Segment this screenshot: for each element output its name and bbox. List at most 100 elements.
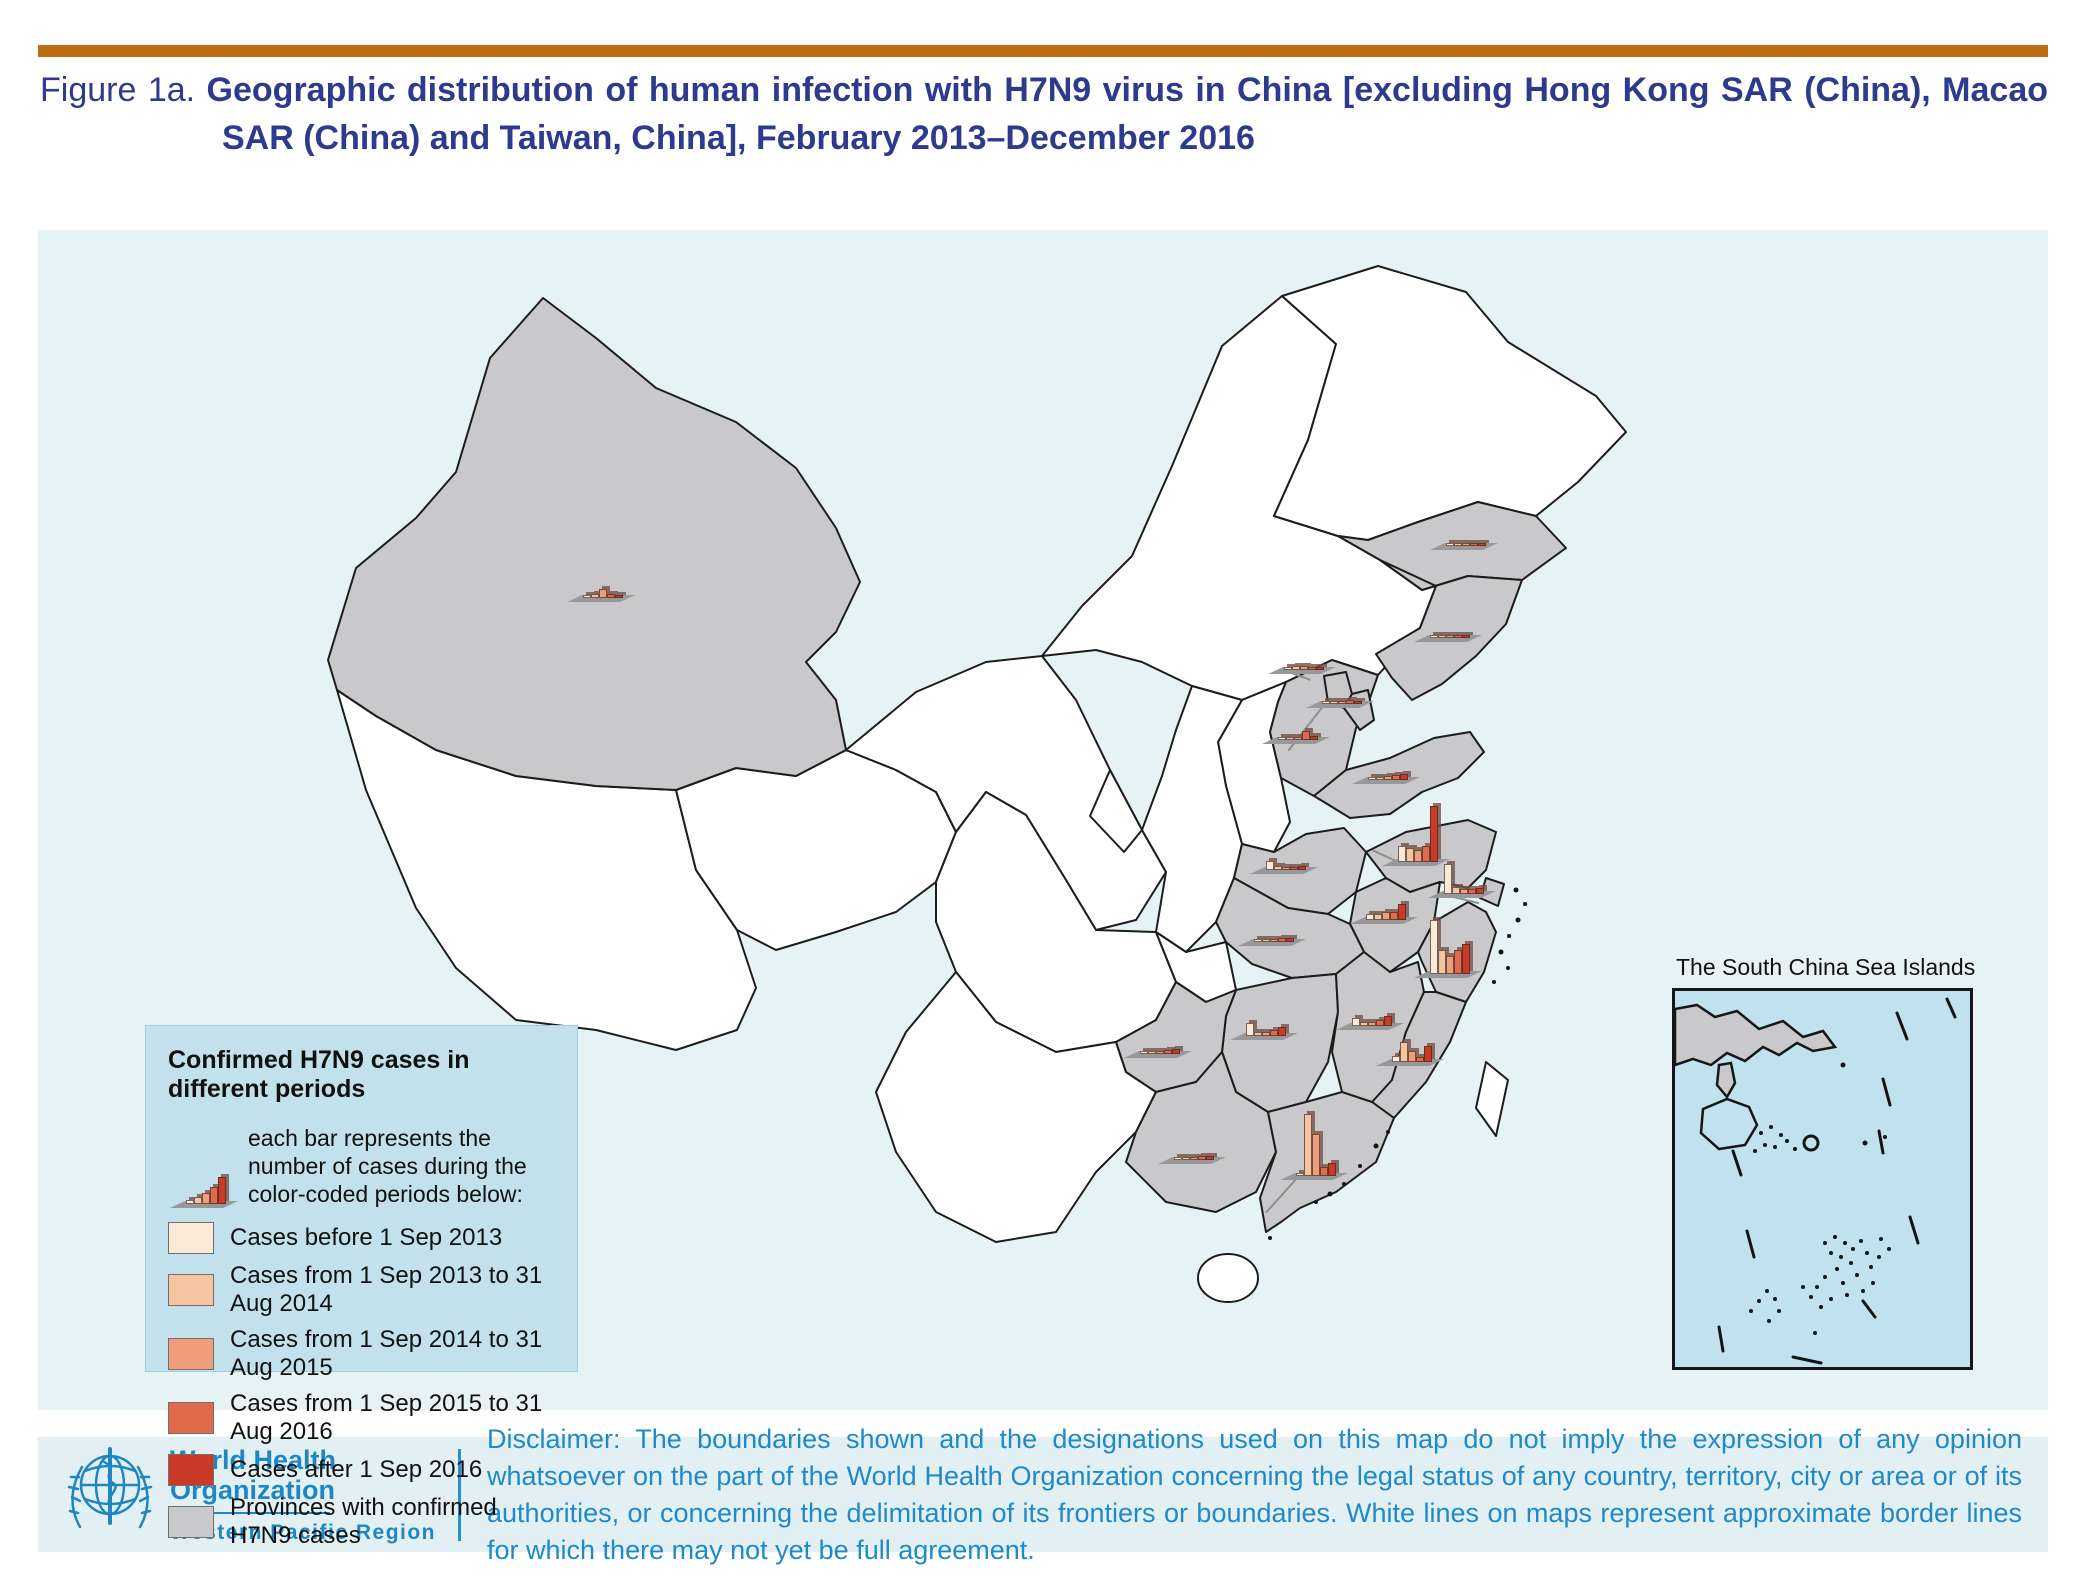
- period-bar-2: [1274, 866, 1282, 870]
- who-org-rule: [170, 1512, 330, 1514]
- bar-chart-base-plate: [1336, 1023, 1404, 1030]
- legend-swatch-6: [168, 1506, 214, 1538]
- period-bar-3: [1270, 939, 1278, 942]
- inset-map: [1673, 997, 1957, 1365]
- period-bar-2: [1374, 914, 1382, 920]
- period-bar-2: [1262, 939, 1270, 942]
- period-bar-3: [1312, 1134, 1320, 1176]
- period-bar-1: [1174, 1157, 1182, 1160]
- province-hubei: [1215, 877, 1365, 979]
- period-bar-5: [1462, 635, 1470, 638]
- legend-note-text: each bar represents the number of cases …: [248, 1125, 527, 1207]
- province-yunnan: [875, 971, 1157, 1243]
- legend-swatch-1: [168, 1222, 214, 1254]
- period-bar-2: [1400, 1042, 1408, 1062]
- period-bar-5: [1478, 543, 1486, 546]
- period-bar-3: [1446, 956, 1454, 974]
- period-bar-2: [1406, 848, 1414, 862]
- period-bar-4: [1164, 1050, 1172, 1054]
- province-xinjiang: [327, 297, 861, 791]
- period-bar-4: [1302, 731, 1310, 740]
- period-bar-4: [1346, 700, 1354, 704]
- period-bar-4: [1320, 1167, 1328, 1176]
- period-bar-3: [1408, 1051, 1416, 1062]
- period-bar-3: [1462, 543, 1470, 546]
- period-bar-3: [1460, 889, 1468, 894]
- period-bar-3: [599, 589, 607, 598]
- period-bar-2: [1254, 1032, 1262, 1036]
- province-guangdong: [1259, 1091, 1395, 1233]
- period-bar-3: [1446, 635, 1454, 638]
- inset-hainan: [1699, 1097, 1759, 1151]
- bar-chart-base-plate: [1158, 1157, 1226, 1164]
- footer-divider: [458, 1448, 462, 1541]
- bar-chart-base-plate: [1230, 1033, 1298, 1040]
- period-bar-1: [1266, 861, 1274, 870]
- period-bar-1: [1392, 1056, 1400, 1062]
- period-bar-1: [186, 1200, 194, 1204]
- legend-row-1: Cases before 1 Sep 2013: [168, 1222, 555, 1254]
- legend-row-5: Cases after 1 Sep 2016: [168, 1454, 555, 1486]
- period-bar-5: [1172, 1049, 1180, 1054]
- legend-swatch-3: [168, 1338, 214, 1370]
- period-bar-5: [1316, 667, 1324, 670]
- period-bar-1: [1254, 939, 1262, 942]
- bar-chart-base-plate: [1414, 971, 1482, 978]
- period-bar-3: [1190, 1157, 1198, 1160]
- south-china-sea-inset: [1672, 988, 1973, 1370]
- period-bar-2: [1454, 543, 1462, 546]
- title-rule: [38, 45, 2048, 57]
- period-bar-4: [1470, 543, 1478, 546]
- legend-swatch-2: [168, 1274, 214, 1306]
- period-bar-3: [1368, 1022, 1376, 1026]
- period-bar-4: [607, 594, 615, 598]
- period-bar-5: [1398, 904, 1406, 920]
- bar-chart-base-plate: [1280, 1173, 1348, 1180]
- figure-title-text: Geographic distribution of human infecti…: [206, 71, 2049, 157]
- bar-chart-base-plate: [1124, 1051, 1192, 1058]
- period-bar-4: [1376, 1020, 1384, 1026]
- period-bar-2: [1376, 777, 1384, 780]
- period-bar-3: [1300, 666, 1308, 670]
- bar-chart-base-plate: [567, 595, 635, 602]
- legend-label-2: Cases from 1 Sep 2013 to 31 Aug 2014: [230, 1262, 543, 1317]
- period-bar-4: [1198, 1156, 1206, 1160]
- bar-chart-base-plate: [170, 1201, 238, 1208]
- period-bar-4: [1392, 775, 1400, 780]
- legend-label-5: Cases after 1 Sep 2016: [230, 1456, 483, 1483]
- period-bar-5: [1298, 866, 1306, 870]
- legend-label-1: Cases before 1 Sep 2013: [230, 1224, 503, 1251]
- bar-chart-base-plate: [1414, 635, 1482, 642]
- period-bar-3: [1294, 737, 1302, 740]
- period-bar-4: [1454, 950, 1462, 974]
- province-shaanxi: [1141, 685, 1243, 953]
- province-liaoning: [1375, 559, 1523, 701]
- figure-label: Figure 1a.: [40, 71, 196, 109]
- period-bar-5: [1286, 938, 1294, 942]
- inset-title: The South China Sea Islands: [1676, 954, 1976, 980]
- figure-title: Figure 1a. Geographic distribution of hu…: [40, 66, 2048, 162]
- period-bar-2: [1438, 635, 1446, 638]
- province-gansu: [845, 655, 1167, 931]
- period-bar-1: [1296, 1173, 1304, 1176]
- period-bar-1: [1430, 635, 1438, 638]
- province-taiwan: [1475, 1061, 1509, 1137]
- legend: Confirmed H7N9 cases in different period…: [145, 1025, 578, 1549]
- legend-row-3: Cases from 1 Sep 2014 to 31 Aug 2015: [168, 1326, 555, 1382]
- bar-chart-base-plate: [1268, 667, 1336, 674]
- period-bar-5: [218, 1177, 226, 1204]
- period-bar-1: [1140, 1051, 1148, 1054]
- inset-guangdong-coast: [1673, 1003, 1838, 1067]
- china-map: [327, 265, 1627, 1303]
- legend-rows: Cases before 1 Sep 2013 Cases from 1 Sep …: [168, 1222, 555, 1550]
- period-bar-2: [1292, 666, 1300, 670]
- inset-islands: [1749, 1062, 1891, 1335]
- period-bar-2: [194, 1197, 202, 1204]
- period-bar-2: [591, 594, 599, 598]
- who-logo-icon: [67, 1446, 153, 1528]
- period-bar-4: [1308, 667, 1316, 670]
- bar-chart-base-plate: [1428, 891, 1496, 898]
- legend-swatch-4: [168, 1402, 214, 1434]
- legend-swatch-5: [168, 1454, 214, 1486]
